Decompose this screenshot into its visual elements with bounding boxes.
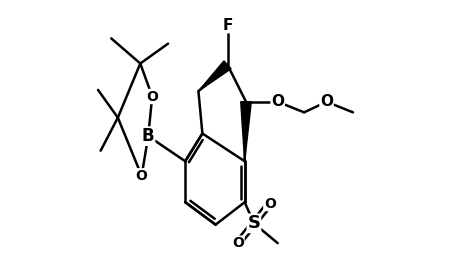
Text: O: O bbox=[136, 169, 147, 183]
Polygon shape bbox=[198, 61, 231, 91]
Text: O: O bbox=[232, 236, 244, 250]
Text: O: O bbox=[271, 94, 284, 109]
Text: O: O bbox=[320, 94, 333, 109]
Text: S: S bbox=[248, 214, 260, 232]
Text: O: O bbox=[146, 89, 158, 104]
Polygon shape bbox=[241, 102, 251, 161]
Text: B: B bbox=[142, 127, 155, 145]
Text: O: O bbox=[264, 197, 276, 210]
Text: F: F bbox=[222, 18, 233, 33]
